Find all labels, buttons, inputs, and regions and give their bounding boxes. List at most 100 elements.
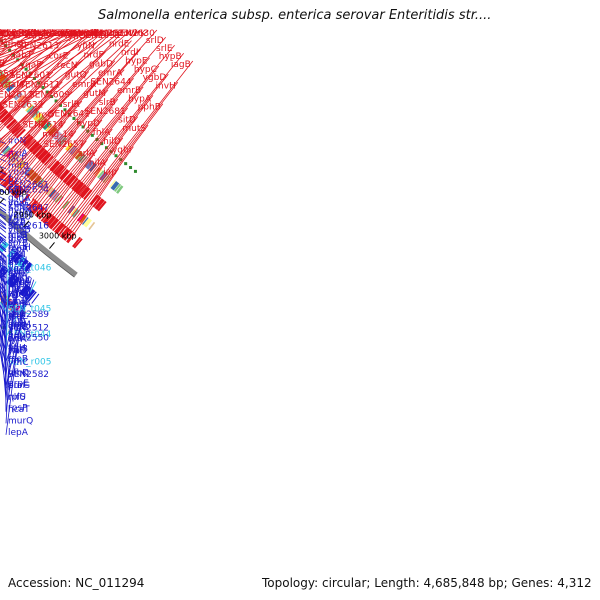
- gene-leader-line: [0, 29, 106, 123]
- gene-label: srlE: [156, 44, 173, 54]
- feature-band-5-segment: [40, 152, 52, 164]
- gene-leader-line: [0, 29, 140, 160]
- gene-label: pbpC: [8, 276, 31, 286]
- feature-band-3-segment: [73, 238, 83, 249]
- feature-band-5-segment: [25, 138, 36, 148]
- gene-leader-line: [0, 29, 50, 41]
- gene-label: gabP: [38, 29, 61, 39]
- marker-dot: [81, 125, 85, 129]
- gene-label: SEN2647: [8, 204, 49, 214]
- gene-leader-line: [5, 277, 32, 387]
- gene-label: hypE: [125, 57, 148, 67]
- marker-dot: [58, 103, 62, 107]
- feature-band-3-segment: [57, 225, 67, 237]
- feature-band-2-segment: [0, 238, 4, 245]
- genome-title: Salmonella enterica subsp. enterica sero…: [98, 8, 492, 23]
- feature-band-6-segment: [42, 121, 52, 131]
- gene-label: recP: [8, 245, 28, 255]
- gene-label: grpE: [8, 379, 29, 389]
- feature-band-3-segment: [30, 202, 43, 215]
- feature-band-6-segment: [110, 180, 120, 191]
- feature-band-2-segment: [8, 250, 17, 259]
- gene-leader-line: [20, 69, 125, 190]
- gene-label: gabD: [89, 60, 113, 70]
- kbp-tick-label: 3000 kbp: [39, 232, 77, 241]
- gene-label: era: [8, 334, 23, 344]
- feature-band-6-segment: [97, 170, 105, 179]
- marker-dot: [114, 154, 118, 158]
- gene-leader-line: [0, 29, 85, 59]
- gene-leader-line: [49, 149, 98, 216]
- gene-label: yfhK: [8, 369, 29, 379]
- gene-label: yfhB: [8, 323, 28, 333]
- gene-leader-line: [0, 29, 100, 80]
- gene-label: iagB: [171, 60, 191, 70]
- gene-leader-line: [65, 82, 179, 229]
- gene-label: gshA: [8, 193, 31, 203]
- feature-band-6-segment: [65, 142, 74, 152]
- gene-label: srmB: [90, 29, 113, 39]
- feature-band-6-segment: [47, 126, 58, 136]
- gene-leader-line: [26, 130, 77, 195]
- gene-leader-line: [0, 29, 132, 141]
- kbp-tick-label: 2950 kbp: [14, 210, 52, 219]
- feature-band-3-segment: [45, 215, 57, 227]
- gene-label: SEN2582: [8, 370, 49, 380]
- gene-label: yfhD: [2, 40, 23, 50]
- feature-band-6-segment: [88, 163, 97, 173]
- gene-label: hypB: [159, 52, 182, 62]
- gene-label: yfhJ: [8, 278, 25, 288]
- feature-band-2-segment: [10, 251, 20, 261]
- gene-label: sitD: [118, 116, 136, 126]
- feature-band-3-segment: [15, 189, 26, 199]
- gene-leader-line: [59, 137, 124, 224]
- gene-leader-line: [0, 29, 39, 45]
- gene-label: yqaC: [8, 199, 31, 209]
- feature-band-0-segment: [5, 299, 15, 309]
- feature-band-5-segment: [97, 200, 107, 212]
- gene-leader-line: [0, 71, 90, 170]
- gene-leader-line: [53, 73, 169, 219]
- gene-label: yqaU: [8, 212, 31, 222]
- gene-label: tctD: [8, 231, 27, 241]
- feature-band-4-segment: [70, 207, 77, 216]
- feature-band-2-segment: [12, 253, 23, 264]
- marker-dot: [24, 67, 28, 71]
- gene-label: yfiM: [85, 29, 104, 39]
- feature-band-2-segment: [0, 241, 10, 253]
- kbp-tick-mark: [0, 198, 5, 204]
- gene-label: trxC: [0, 48, 4, 58]
- feature-band-4-segment: [83, 218, 92, 228]
- gene-label: proX: [100, 29, 121, 39]
- gene-label: proW: [114, 29, 138, 39]
- feature-band-6-segment: [113, 183, 122, 192]
- gene-label: yfiE: [8, 312, 25, 322]
- gene-leader-line: [0, 290, 7, 309]
- gene-leader-line: [0, 309, 7, 331]
- gene-label: iroC: [36, 111, 54, 121]
- gene-label: yqbI: [112, 146, 131, 156]
- gene-leader-line: [0, 81, 63, 152]
- feature-band-3-segment: [34, 206, 46, 218]
- gene-label: srlR: [63, 100, 80, 110]
- gene-label: SEN_t045: [8, 305, 51, 315]
- gene-label: SEN_r005: [8, 358, 52, 368]
- gene-leader-line: [0, 29, 92, 68]
- gene-leader-line: [0, 29, 124, 123]
- gene-leader-line: [7, 40, 132, 177]
- feature-band-5-segment: [12, 125, 23, 135]
- marker-dot: [129, 166, 133, 170]
- gene-label: rpsP: [8, 404, 28, 414]
- gene-label: ygbA: [8, 278, 32, 288]
- feature-band-6-segment: [14, 92, 23, 101]
- gene-label: hypF: [8, 186, 30, 196]
- accession-text: Accession: NC_011294: [8, 576, 145, 590]
- gene-label: ispG: [8, 290, 28, 300]
- feature-band-3-segment: [66, 232, 76, 244]
- gene-label: engA: [8, 300, 32, 310]
- reverse-gene-labels: iapyqbImutSpphBinvHiagBhilAhilDsitDhypAy…: [0, 29, 194, 235]
- marker-dot: [133, 169, 137, 173]
